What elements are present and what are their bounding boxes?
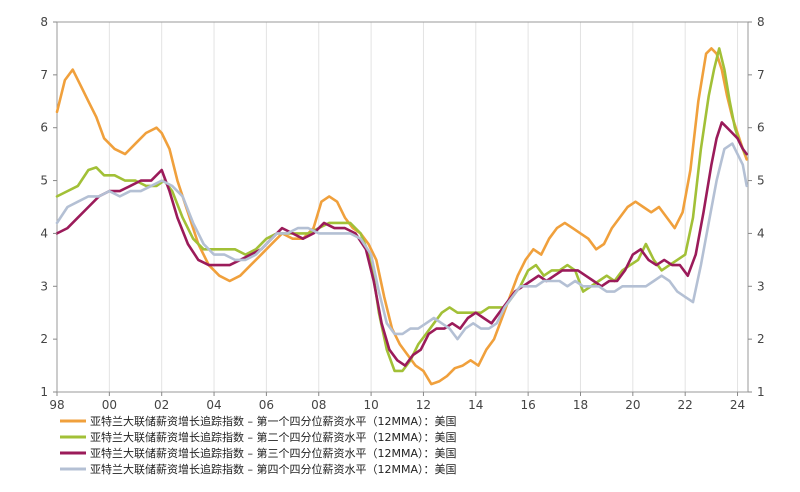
y-tick-label-right: 7	[757, 68, 765, 82]
y-tick-label-left: 4	[40, 226, 48, 240]
series-line-2	[55, 47, 747, 373]
y-tick-label-right: 2	[757, 332, 765, 346]
x-tick-label: 12	[416, 398, 431, 412]
x-tick-label: 16	[520, 398, 535, 412]
x-tick-label: 14	[468, 398, 483, 412]
x-tick-label: 10	[363, 398, 378, 412]
y-tick-label-right: 3	[757, 279, 765, 293]
y-tick-label-left: 7	[40, 68, 48, 82]
legend-label-1: 亚特兰大联储薪资增长追踪指数 – 第一个四分位薪资水平（12MMA）：美国	[90, 414, 457, 428]
y-tick-label-left: 3	[40, 279, 48, 293]
plot-frame	[56, 21, 749, 393]
series-line-1	[55, 47, 749, 386]
y-tick-label-right: 6	[757, 121, 765, 135]
legend: 亚特兰大联储薪资增长追踪指数 – 第一个四分位薪资水平（12MMA）：美国亚特兰…	[60, 414, 457, 476]
x-tick-label: 20	[625, 398, 640, 412]
legend-label-4: 亚特兰大联储薪资增长追踪指数 – 第四个四分位薪资水平（12MMA）：美国	[90, 462, 457, 476]
y-tick-label-right: 5	[757, 174, 765, 188]
legend-label-3: 亚特兰大联储薪资增长追踪指数 – 第三个四分位薪资水平（12MMA）：美国	[90, 446, 457, 460]
x-tick-label: 00	[102, 398, 117, 412]
series-line-4	[55, 142, 749, 341]
axis-layer: 98 00 02 04 06 08 10 12 14 16 18 20 22 241 12 23 34 45 56 6…	[40, 15, 764, 412]
y-tick-label-right: 8	[757, 15, 765, 29]
series-line-3	[55, 121, 749, 367]
x-tick-label: 22	[678, 398, 693, 412]
y-tick-label-left: 2	[40, 332, 48, 346]
x-tick-label: 04	[206, 398, 221, 412]
y-tick-label-right: 4	[757, 226, 765, 240]
x-tick-label: 06	[259, 398, 274, 412]
x-tick-label: 18	[573, 398, 588, 412]
x-tick-label: 24	[730, 398, 745, 412]
y-tick-label-left: 6	[40, 121, 48, 135]
y-tick-label-right: 1	[757, 385, 765, 399]
y-tick-label-left: 5	[40, 174, 48, 188]
series-layer	[55, 47, 749, 386]
y-tick-label-left: 1	[40, 385, 48, 399]
x-tick-label: 98	[49, 398, 64, 412]
y-tick-label-left: 8	[40, 15, 48, 29]
x-tick-label: 08	[311, 398, 326, 412]
x-tick-label: 02	[154, 398, 169, 412]
legend-label-2: 亚特兰大联储薪资增长追踪指数 – 第二个四分位薪资水平（12MMA）：美国	[90, 430, 457, 444]
